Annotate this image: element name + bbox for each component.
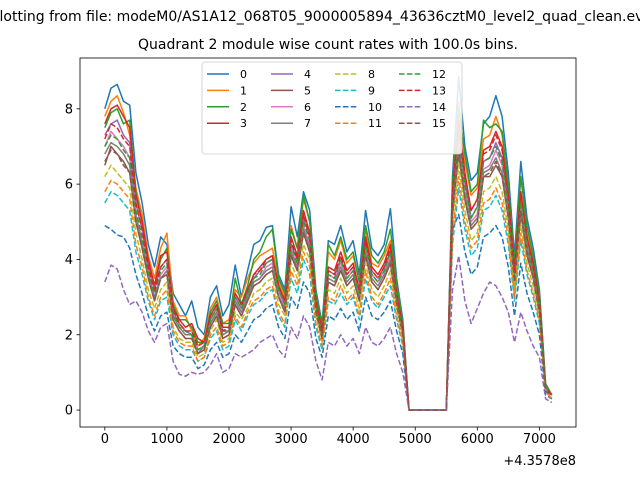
legend-label-14: 14 xyxy=(432,101,446,114)
x-tick-label: 1000 xyxy=(150,432,183,447)
series-line-0 xyxy=(104,76,553,411)
y-tick-label: 6 xyxy=(65,178,73,193)
series-line-12 xyxy=(104,134,553,411)
legend-label-12: 12 xyxy=(432,68,446,81)
chart-title: Quadrant 2 module wise count rates with … xyxy=(138,37,518,53)
x-tick-label: 7000 xyxy=(523,432,556,447)
legend-label-10: 10 xyxy=(368,101,382,114)
x-tick-label: 0 xyxy=(101,432,109,447)
series-line-13 xyxy=(104,123,553,411)
legend-label-7: 7 xyxy=(304,117,311,130)
legend-label-9: 9 xyxy=(368,84,375,97)
x-tick-label: 3000 xyxy=(275,432,308,447)
x-offset-label: +4.3578e8 xyxy=(503,454,576,469)
legend-label-2: 2 xyxy=(240,101,247,114)
legend-label-15: 15 xyxy=(432,117,446,130)
legend-label-6: 6 xyxy=(304,101,311,114)
x-tick-label: 5000 xyxy=(399,432,432,447)
legend-label-0: 0 xyxy=(240,68,247,81)
figure-suptitle: Plotting from file: modeM0/AS1A12_068T05… xyxy=(0,9,640,25)
legend-label-5: 5 xyxy=(304,84,311,97)
legend-label-1: 1 xyxy=(240,84,247,97)
x-tick-label: 6000 xyxy=(461,432,494,447)
plot-frame xyxy=(79,57,577,428)
y-tick-label: 0 xyxy=(65,404,73,419)
x-tick-label: 4000 xyxy=(337,432,370,447)
series-line-10 xyxy=(104,213,553,411)
y-tick-label: 2 xyxy=(65,328,73,343)
series-line-11 xyxy=(104,175,553,411)
y-tick-label: 4 xyxy=(65,253,73,268)
series-group xyxy=(104,76,553,411)
legend-box xyxy=(201,61,463,155)
legend-label-13: 13 xyxy=(432,84,446,97)
y-tick-label: 8 xyxy=(65,102,73,117)
legend-label-11: 11 xyxy=(368,117,382,130)
x-tick-label: 2000 xyxy=(212,432,245,447)
legend-label-4: 4 xyxy=(304,68,311,81)
series-line-14 xyxy=(104,254,553,411)
series-line-8 xyxy=(104,164,553,411)
series-line-4 xyxy=(104,119,553,411)
series-line-15 xyxy=(104,149,553,411)
legend-label-3: 3 xyxy=(240,117,247,130)
legend-label-8: 8 xyxy=(368,68,375,81)
